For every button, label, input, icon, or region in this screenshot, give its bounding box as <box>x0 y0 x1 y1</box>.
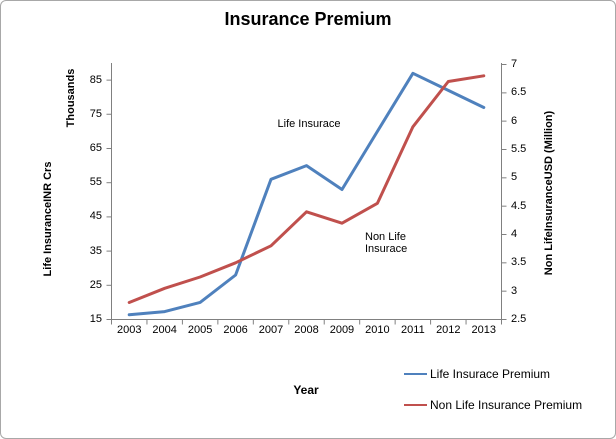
x-tick-label: 2003 <box>116 324 142 336</box>
y-right-tick-label: 3.5 <box>511 256 527 269</box>
y-left-tick-label: 25 <box>89 278 102 291</box>
x-tick-label: 2008 <box>294 324 319 336</box>
y-right-tick-label: 5 <box>511 171 518 184</box>
y-right-tick-label: 3 <box>511 284 518 297</box>
x-tick-label: 2013 <box>471 324 496 336</box>
annotation-non-life-line2: Insurace <box>365 243 408 255</box>
y-right-tick-label: 7 <box>511 58 518 70</box>
annotation-life-insurance: Life Insurace <box>277 118 341 130</box>
x-tick-label: 2012 <box>436 324 461 336</box>
y-left-tick-label: 85 <box>89 73 102 86</box>
y-left-tick-label: 65 <box>89 142 102 154</box>
x-tick-label: 2009 <box>329 324 355 336</box>
y-right-axis-title: Non LifeInsuranceUSD (Million) <box>543 110 555 276</box>
series-line-non-life <box>127 74 486 304</box>
y-left-axis-title: Life InsuranceINR Crs <box>42 161 54 277</box>
y-left-tick-label: 35 <box>89 244 102 257</box>
y-left-units-label: Thousands <box>65 68 77 128</box>
y-left-tick-label: 75 <box>89 107 102 120</box>
legend-line-sample-non-life <box>404 404 427 406</box>
y-right-tick-label: 2.5 <box>511 313 527 325</box>
legend-item-life: Life Insurace Premium <box>404 367 550 381</box>
y-left-tick-label: 15 <box>89 313 102 325</box>
x-axis-title: Year <box>293 383 319 397</box>
y-right-tick-label: 4 <box>511 228 518 240</box>
annotation-non-life-line1: Non Life <box>365 231 406 243</box>
y-right-tick-label: 6.5 <box>511 86 527 99</box>
series-line-life <box>127 71 486 317</box>
x-tick-label: 2011 <box>401 324 425 336</box>
y-right-tick-label: 4.5 <box>511 199 527 212</box>
legend-label-non-life: Non Life Insurance Premium <box>430 398 583 412</box>
x-tick-label: 2007 <box>258 324 284 336</box>
legend-item-non-life: Non Life Insurance Premium <box>404 398 582 412</box>
x-tick-label: 2010 <box>365 324 390 336</box>
legend-label-life: Life Insurace Premium <box>430 367 551 381</box>
y-right-tick-label: 6 <box>511 114 518 127</box>
legend-line-sample-life <box>404 373 427 375</box>
annotation-non-life-insurance: Non Life Insurace <box>365 231 407 255</box>
x-tick-label: 2004 <box>152 324 177 336</box>
x-tick-label: 2005 <box>187 324 213 336</box>
y-left-tick-label: 55 <box>89 176 102 189</box>
y-left-tick-label: 45 <box>89 210 102 223</box>
y-right-tick-label: 5.5 <box>511 143 527 155</box>
chart-title: Insurance Premium <box>224 9 392 29</box>
x-tick-label: 2006 <box>223 324 248 336</box>
